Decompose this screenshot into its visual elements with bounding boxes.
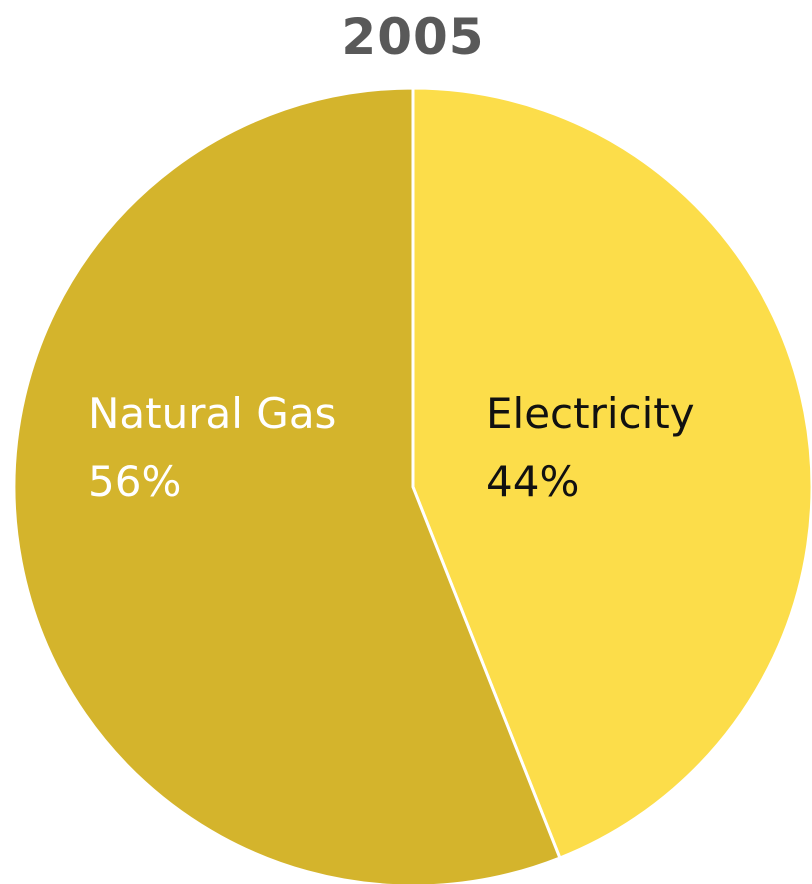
pie-slice-electricity [411, 86, 812, 860]
pie-slice-natural-gas [12, 86, 562, 884]
slice-label-electricity: Electricity [486, 389, 695, 438]
pie-labels: Electricity 44% Natural Gas 56% [88, 389, 695, 506]
chart-title: 2005 [341, 8, 485, 66]
slice-value-label-electricity: 44% [486, 457, 579, 506]
slice-label-natural-gas: Natural Gas [88, 389, 336, 438]
pie-slices [12, 86, 812, 884]
slice-value-label-natural-gas: 56% [88, 457, 181, 506]
